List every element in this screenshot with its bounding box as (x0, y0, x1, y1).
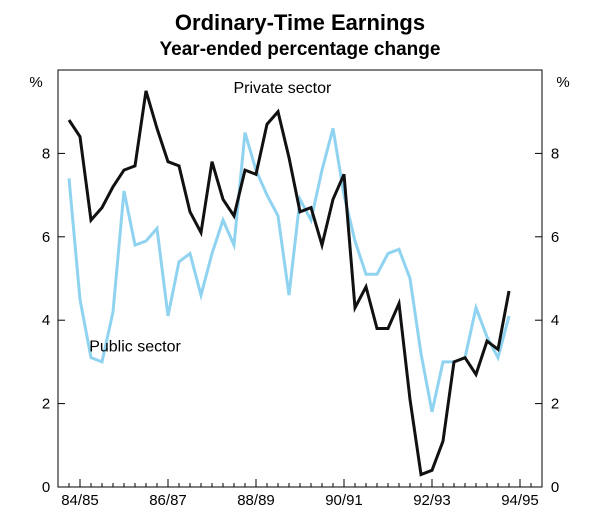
x-tick-label: 86/87 (149, 492, 187, 509)
data-series (67, 90, 511, 477)
series-annotations: Private sector Public sector (89, 80, 332, 356)
x-tick-label: 90/91 (325, 492, 363, 509)
y-tick-label-left: 2 (42, 396, 50, 413)
chart-subtitle: Year-ended percentage change (160, 39, 441, 60)
y-tick-label-left: 0 (42, 479, 50, 496)
y-tick-label-right: 4 (551, 312, 559, 329)
y-tick-label-left: 8 (42, 145, 50, 162)
public-sector-line (67, 128, 511, 413)
x-tick-label: 84/85 (61, 492, 99, 509)
y-tick-label-right: 0 (551, 479, 559, 496)
x-tick-label: 94/95 (501, 492, 539, 509)
private-sector-label: Private sector (233, 80, 331, 97)
y-tick-label-right: 8 (551, 145, 559, 162)
axis-ticks: 0 0 2 2 4 4 6 6 8 8 84/85 86/87 88/89 90/91 92/93 94/95 (42, 145, 559, 509)
private-sector-line (67, 90, 511, 477)
y-tick-label-right: 6 (551, 229, 559, 246)
x-tick-label: 88/89 (237, 492, 275, 509)
x-tick-label: 92/93 (413, 492, 451, 509)
y-axis-unit-left: % (29, 74, 42, 91)
public-sector-label: Public sector (89, 338, 181, 355)
y-tick-label-left: 4 (42, 312, 50, 329)
y-tick-label-left: 6 (42, 229, 50, 246)
y-axis-unit-right: % (556, 74, 569, 91)
y-tick-label-right: 2 (551, 396, 559, 413)
chart-title: Ordinary-Time Earnings (175, 10, 425, 35)
